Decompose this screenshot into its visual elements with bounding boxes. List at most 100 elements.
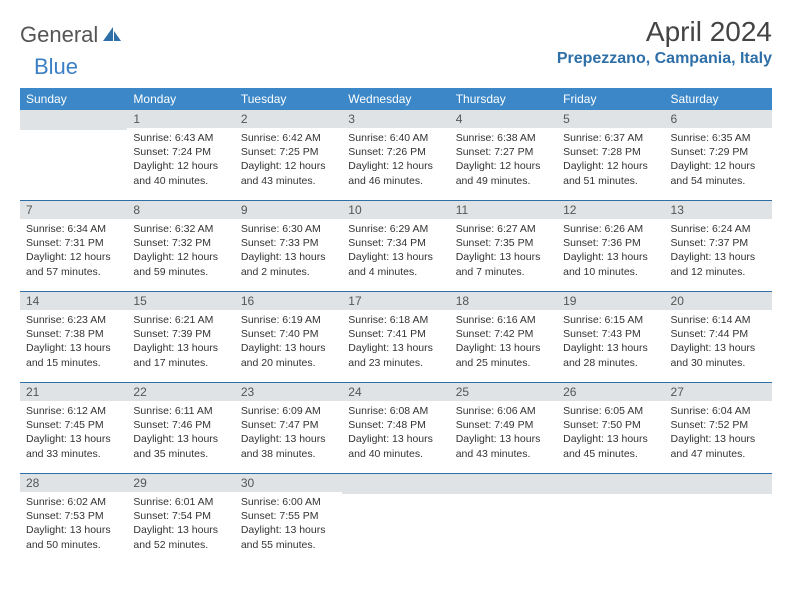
day-number: . [20, 110, 127, 130]
day-number: 5 [557, 110, 664, 128]
day-number: 6 [665, 110, 772, 128]
day-details: Sunrise: 6:06 AMSunset: 7:49 PMDaylight:… [450, 401, 557, 467]
calendar-day-cell: 12Sunrise: 6:26 AMSunset: 7:36 PMDayligh… [557, 201, 664, 292]
calendar-day-cell: . [557, 474, 664, 565]
day-number: 16 [235, 292, 342, 310]
calendar-day-cell: 25Sunrise: 6:06 AMSunset: 7:49 PMDayligh… [450, 383, 557, 474]
day-number: 18 [450, 292, 557, 310]
location-subtitle: Prepezzano, Campania, Italy [557, 50, 772, 68]
calendar-day-cell: 10Sunrise: 6:29 AMSunset: 7:34 PMDayligh… [342, 201, 449, 292]
calendar-day-cell: 3Sunrise: 6:40 AMSunset: 7:26 PMDaylight… [342, 110, 449, 201]
day-number: 20 [665, 292, 772, 310]
calendar-day-cell: 22Sunrise: 6:11 AMSunset: 7:46 PMDayligh… [127, 383, 234, 474]
day-number: 3 [342, 110, 449, 128]
day-number: 22 [127, 383, 234, 401]
day-number: 21 [20, 383, 127, 401]
day-details: Sunrise: 6:16 AMSunset: 7:42 PMDaylight:… [450, 310, 557, 376]
day-number: 29 [127, 474, 234, 492]
calendar-week-row: .1Sunrise: 6:43 AMSunset: 7:24 PMDayligh… [20, 110, 772, 201]
weekday-header: Thursday [450, 88, 557, 110]
day-details: Sunrise: 6:00 AMSunset: 7:55 PMDaylight:… [235, 492, 342, 558]
calendar-day-cell: 30Sunrise: 6:00 AMSunset: 7:55 PMDayligh… [235, 474, 342, 565]
day-details: Sunrise: 6:04 AMSunset: 7:52 PMDaylight:… [665, 401, 772, 467]
day-details: Sunrise: 6:35 AMSunset: 7:29 PMDaylight:… [665, 128, 772, 194]
logo-text-1: General [20, 22, 98, 48]
weekday-header: Tuesday [235, 88, 342, 110]
day-details: Sunrise: 6:37 AMSunset: 7:28 PMDaylight:… [557, 128, 664, 194]
calendar-day-cell: 19Sunrise: 6:15 AMSunset: 7:43 PMDayligh… [557, 292, 664, 383]
weekday-header: Sunday [20, 88, 127, 110]
day-number: 2 [235, 110, 342, 128]
day-details: Sunrise: 6:34 AMSunset: 7:31 PMDaylight:… [20, 219, 127, 285]
day-number: 26 [557, 383, 664, 401]
calendar-day-cell: . [20, 110, 127, 201]
day-number: 14 [20, 292, 127, 310]
calendar-day-cell: 14Sunrise: 6:23 AMSunset: 7:38 PMDayligh… [20, 292, 127, 383]
day-details: Sunrise: 6:24 AMSunset: 7:37 PMDaylight:… [665, 219, 772, 285]
day-number: 17 [342, 292, 449, 310]
calendar-day-cell: 28Sunrise: 6:02 AMSunset: 7:53 PMDayligh… [20, 474, 127, 565]
calendar-week-row: 21Sunrise: 6:12 AMSunset: 7:45 PMDayligh… [20, 383, 772, 474]
day-number: 15 [127, 292, 234, 310]
day-details: Sunrise: 6:02 AMSunset: 7:53 PMDaylight:… [20, 492, 127, 558]
calendar-body: .1Sunrise: 6:43 AMSunset: 7:24 PMDayligh… [20, 110, 772, 564]
calendar-day-cell: 5Sunrise: 6:37 AMSunset: 7:28 PMDaylight… [557, 110, 664, 201]
day-details: Sunrise: 6:29 AMSunset: 7:34 PMDaylight:… [342, 219, 449, 285]
calendar-week-row: 7Sunrise: 6:34 AMSunset: 7:31 PMDaylight… [20, 201, 772, 292]
day-details: Sunrise: 6:21 AMSunset: 7:39 PMDaylight:… [127, 310, 234, 376]
weekday-header: Wednesday [342, 88, 449, 110]
calendar-day-cell: 29Sunrise: 6:01 AMSunset: 7:54 PMDayligh… [127, 474, 234, 565]
day-number: 27 [665, 383, 772, 401]
calendar-day-cell: . [665, 474, 772, 565]
day-number: 11 [450, 201, 557, 219]
calendar-day-cell: 9Sunrise: 6:30 AMSunset: 7:33 PMDaylight… [235, 201, 342, 292]
day-number: 9 [235, 201, 342, 219]
calendar-day-cell: 26Sunrise: 6:05 AMSunset: 7:50 PMDayligh… [557, 383, 664, 474]
day-details: Sunrise: 6:09 AMSunset: 7:47 PMDaylight:… [235, 401, 342, 467]
day-number: . [665, 474, 772, 494]
weekday-header: Monday [127, 88, 234, 110]
day-number: 25 [450, 383, 557, 401]
calendar-day-cell: 17Sunrise: 6:18 AMSunset: 7:41 PMDayligh… [342, 292, 449, 383]
title-block: April 2024 Prepezzano, Campania, Italy [557, 16, 772, 68]
calendar-day-cell: 7Sunrise: 6:34 AMSunset: 7:31 PMDaylight… [20, 201, 127, 292]
calendar-day-cell: 24Sunrise: 6:08 AMSunset: 7:48 PMDayligh… [342, 383, 449, 474]
calendar-day-cell: 23Sunrise: 6:09 AMSunset: 7:47 PMDayligh… [235, 383, 342, 474]
calendar-day-cell: 21Sunrise: 6:12 AMSunset: 7:45 PMDayligh… [20, 383, 127, 474]
calendar-table: SundayMondayTuesdayWednesdayThursdayFrid… [20, 88, 772, 564]
day-number: 24 [342, 383, 449, 401]
calendar-day-cell: 20Sunrise: 6:14 AMSunset: 7:44 PMDayligh… [665, 292, 772, 383]
calendar-day-cell: . [450, 474, 557, 565]
weekday-header: Friday [557, 88, 664, 110]
calendar-day-cell: 27Sunrise: 6:04 AMSunset: 7:52 PMDayligh… [665, 383, 772, 474]
day-details: Sunrise: 6:42 AMSunset: 7:25 PMDaylight:… [235, 128, 342, 194]
calendar-day-cell: 13Sunrise: 6:24 AMSunset: 7:37 PMDayligh… [665, 201, 772, 292]
logo: General [20, 16, 124, 48]
calendar-day-cell: 15Sunrise: 6:21 AMSunset: 7:39 PMDayligh… [127, 292, 234, 383]
calendar-day-cell: 6Sunrise: 6:35 AMSunset: 7:29 PMDaylight… [665, 110, 772, 201]
logo-sail-icon [102, 26, 122, 44]
day-details: Sunrise: 6:40 AMSunset: 7:26 PMDaylight:… [342, 128, 449, 194]
day-details: Sunrise: 6:14 AMSunset: 7:44 PMDaylight:… [665, 310, 772, 376]
day-number: 23 [235, 383, 342, 401]
day-number: . [450, 474, 557, 494]
day-number: 10 [342, 201, 449, 219]
calendar-day-cell: 1Sunrise: 6:43 AMSunset: 7:24 PMDaylight… [127, 110, 234, 201]
calendar-day-cell: 4Sunrise: 6:38 AMSunset: 7:27 PMDaylight… [450, 110, 557, 201]
day-number: 1 [127, 110, 234, 128]
calendar-day-cell: 16Sunrise: 6:19 AMSunset: 7:40 PMDayligh… [235, 292, 342, 383]
day-number: 28 [20, 474, 127, 492]
calendar-header-row: SundayMondayTuesdayWednesdayThursdayFrid… [20, 88, 772, 110]
weekday-header: Saturday [665, 88, 772, 110]
day-details: Sunrise: 6:05 AMSunset: 7:50 PMDaylight:… [557, 401, 664, 467]
day-details: Sunrise: 6:08 AMSunset: 7:48 PMDaylight:… [342, 401, 449, 467]
day-number: . [342, 474, 449, 494]
calendar-day-cell: . [342, 474, 449, 565]
day-details: Sunrise: 6:12 AMSunset: 7:45 PMDaylight:… [20, 401, 127, 467]
day-details: Sunrise: 6:23 AMSunset: 7:38 PMDaylight:… [20, 310, 127, 376]
page-title: April 2024 [557, 16, 772, 48]
day-details: Sunrise: 6:11 AMSunset: 7:46 PMDaylight:… [127, 401, 234, 467]
day-number: 4 [450, 110, 557, 128]
day-number: 19 [557, 292, 664, 310]
day-details: Sunrise: 6:30 AMSunset: 7:33 PMDaylight:… [235, 219, 342, 285]
